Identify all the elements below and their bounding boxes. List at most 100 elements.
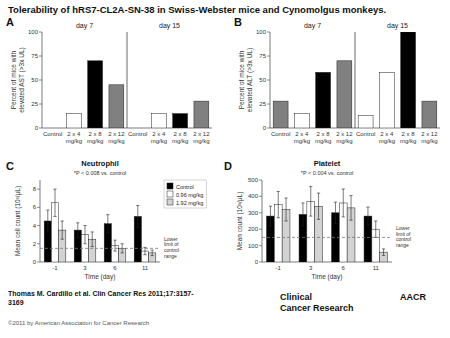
error-cap <box>277 217 280 218</box>
y-tick <box>37 207 40 208</box>
error-cap <box>284 198 287 199</box>
x-tick-label-line: 2 x 4 <box>152 131 166 137</box>
y-tick <box>39 80 42 81</box>
x-tick-label-line: mg/kg <box>315 138 331 144</box>
y-tick-label: 200 <box>248 226 259 232</box>
bar <box>45 128 60 129</box>
y-tick-label: 0 <box>263 125 267 131</box>
error-cap <box>91 231 94 232</box>
error-line <box>270 206 271 226</box>
x-axis-label-line: Time (day) <box>312 273 343 281</box>
error-cap <box>121 243 124 244</box>
error-cap <box>334 223 337 224</box>
y-tick-label: 0 <box>35 125 39 131</box>
y-tick <box>37 243 40 244</box>
annotation-line: *P < 0.004 vs. control <box>301 170 353 176</box>
legend-label-line: 0.96 mg/kg <box>176 192 203 198</box>
y-tick-label: 8 <box>33 186 37 192</box>
lower-limit-label-line: range <box>396 242 409 248</box>
y-tick-label: 75 <box>31 53 38 59</box>
error-bar <box>53 189 56 216</box>
error-cap <box>53 216 56 217</box>
legend-swatch <box>167 191 173 197</box>
error-bar <box>151 250 154 255</box>
y-axis-label: Percent of mice withelevated AST (>3x UL… <box>10 47 26 112</box>
bar <box>109 85 124 128</box>
reference <box>40 248 160 249</box>
y-tick-label-line: 100 <box>28 29 39 35</box>
figure-title: Tolerability of hRS7-CL2A-SN-38 in Swiss… <box>8 4 386 15</box>
error-bar <box>106 215 109 233</box>
y-tick-label-line: 75 <box>259 53 266 59</box>
error-line <box>107 215 108 233</box>
annotation: *P < 0.008 vs. control <box>74 170 126 176</box>
x-tick-label-line: 6 <box>342 265 346 271</box>
y-tick <box>267 80 270 81</box>
error-cap <box>342 216 345 217</box>
panel-label-line: B <box>234 16 242 28</box>
y-tick-label: 2 <box>33 240 37 246</box>
error-line <box>310 187 311 217</box>
x-tick-label-line: 2 x 8 <box>89 131 103 137</box>
x-tick-label-line: 11 <box>373 265 380 271</box>
error-bar <box>83 226 86 244</box>
x-axis-label: Time (day) <box>312 273 343 281</box>
error-bar <box>334 202 337 223</box>
figure: Tolerability of hRS7-CL2A-SN-38 in Swiss… <box>0 0 450 338</box>
error-bar <box>366 207 369 225</box>
error-cap <box>136 227 139 228</box>
x-tick-label-line: 2 x 4 <box>380 131 394 137</box>
bar <box>273 101 288 128</box>
x-tick-label-line: mg/kg <box>87 138 103 144</box>
x-tick-label-line: 3 <box>309 265 313 271</box>
citation-line: 3169 <box>8 299 24 306</box>
y-tick-label: 500 <box>248 177 259 183</box>
error-cap <box>76 237 79 238</box>
error-bar <box>349 196 352 221</box>
x-tick-label: 11 <box>373 265 380 271</box>
error-bar <box>76 223 79 238</box>
error-line <box>302 203 303 226</box>
panel: 0255075100Control2 x 4mg/kg2 x 8mg/kg2 x… <box>234 16 440 144</box>
x-tick-label-line: 2 x 8 <box>402 131 416 137</box>
y-tick <box>39 32 42 33</box>
error-bar <box>382 249 385 256</box>
copyright: ©2011 by American Association for Cancer… <box>8 320 149 326</box>
bar <box>151 114 166 128</box>
x-tick-label-line: mg/kg <box>108 138 124 144</box>
group-label-line: day 7 <box>304 22 321 30</box>
x-tick-label: 2 x 8mg/kg <box>172 131 188 144</box>
bar <box>422 101 437 128</box>
x-tick-label: 3 <box>309 265 313 271</box>
error-cap <box>53 189 56 190</box>
y-tick-label-line: 25 <box>31 101 38 107</box>
background <box>0 0 450 338</box>
y-tick-label: 75 <box>259 53 266 59</box>
group-divider <box>127 32 128 128</box>
bars <box>66 61 208 128</box>
group-label-line: day 15 <box>159 22 180 30</box>
panel-title: Platelet <box>314 159 341 168</box>
lower-limit-label: Lowerlimit ofcontrolrange <box>164 236 179 259</box>
annotation: *P < 0.004 vs. control <box>301 170 353 176</box>
x-tick-label-line: mg/kg <box>66 138 82 144</box>
x-tick-label: 11 <box>142 265 149 271</box>
y-tick-label-line: 500 <box>248 177 259 183</box>
error-cap <box>309 186 312 187</box>
y-axis-label-line: Percent of mice with <box>238 50 245 109</box>
bar <box>401 32 416 128</box>
y-tick <box>267 104 270 105</box>
y-tick-label: 6 <box>33 204 37 210</box>
x-tick-label-line: 11 <box>142 265 149 271</box>
legend-label-line: 1.92 mg/kg <box>176 200 203 206</box>
y-tick-label: 100 <box>248 242 259 248</box>
error-cap <box>342 189 345 190</box>
error-cap <box>277 191 280 192</box>
group-label: day 15 <box>159 22 180 30</box>
panel: 0100200300400500Lowerlimit ofcontrolrang… <box>224 159 411 281</box>
legend: Control0.96 mg/kg1.92 mg/kg <box>164 180 206 208</box>
y-tick-label-line: 0 <box>35 125 39 131</box>
y-tick <box>37 189 40 190</box>
error-line <box>335 202 336 223</box>
error-cap <box>61 221 64 222</box>
